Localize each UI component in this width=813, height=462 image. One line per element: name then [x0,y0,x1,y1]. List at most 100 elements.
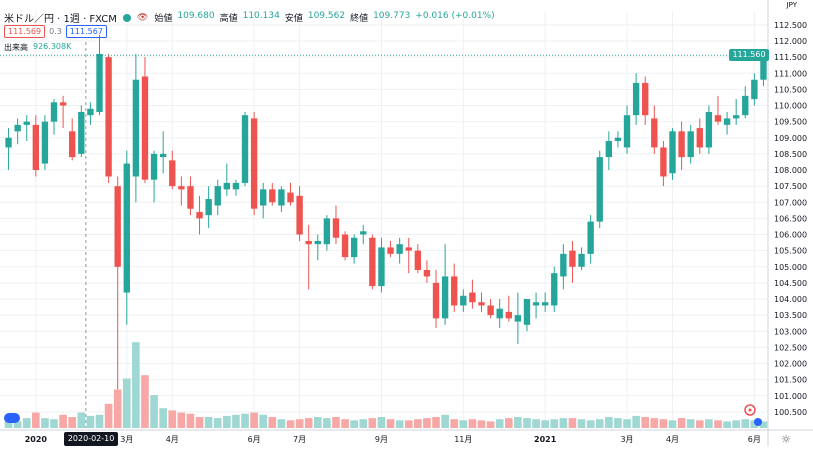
volume-bar [468,419,477,428]
volume-bar [741,419,750,428]
y-tick-label: 112.000 [774,37,807,46]
candle-body [587,221,594,254]
x-tick-label: 6月 [248,435,261,444]
y-tick-label: 110.000 [774,102,807,111]
y-tick-label: 106.000 [774,231,807,240]
last-price-tag: 111.560 [729,49,769,62]
volume-bar [4,419,13,428]
volume-bar [668,420,677,428]
volume-bar [395,420,404,428]
volume-bar [13,421,22,428]
volume-bar [614,418,622,428]
candle-body [714,115,722,122]
candle-body [396,244,403,254]
volume-bar [477,420,486,428]
volume-bar [368,418,377,428]
sell-button[interactable]: 111.569 [4,25,46,38]
candle-body [478,302,485,306]
volume-bar [732,420,740,428]
x-tick-label: 11月 [454,435,472,444]
candle-body [14,124,21,132]
y-tick-label: 101.000 [774,392,807,401]
y-tick-label: 100.500 [774,408,807,417]
volume-bar [568,418,577,428]
volume-bar [659,419,668,428]
change-value: +0.016 (+0.01%) [415,11,495,21]
currency-label: JPY [786,1,797,9]
candle-body [314,240,321,245]
candle-body [341,234,349,258]
volume-bar [632,415,640,428]
candle-body [5,137,12,148]
candle-body [760,55,767,80]
volume-bar [232,414,240,428]
candle-body [287,192,294,203]
dividend-marker-icon [754,418,762,426]
y-tick-label: 106.500 [774,214,807,223]
volume-bar [141,375,149,428]
volume-bar [432,417,440,428]
settings-gear-icon[interactable]: ☼ [781,433,791,446]
chart-header: 米ドル／円 · 1週 · FXCM 👁 始値 109.680 高値 110.134 … [4,10,495,25]
candle-body [169,160,176,187]
open-value: 109.680 [177,11,215,21]
eye-icon[interactable]: 👁 [136,12,149,23]
symbol-title[interactable]: 米ドル／円 · 1週 · FXCM [4,14,117,25]
volume-bar [359,419,368,428]
volume-bar [650,418,659,428]
candle-body [632,82,640,116]
volume-bar [177,412,186,428]
candle-body [751,79,758,100]
volume-bar [86,415,95,428]
close-value: 109.773 [373,11,411,21]
volume-bar [32,412,40,428]
candle-body [560,253,567,277]
y-tick-label: 101.500 [774,376,807,385]
volume-bar [268,417,277,428]
candle-body [414,250,422,270]
volume-bar [159,408,167,428]
candle-body [223,182,231,190]
y-tick-label: 108.500 [774,150,807,159]
open-label: 始値 [154,14,173,24]
y-tick-label: 109.500 [774,118,807,127]
candle-body [369,237,376,287]
volume-bar [495,419,504,428]
candle-body [660,147,667,177]
candle-body [642,82,649,116]
volume-bar [204,417,213,428]
candle-body [696,128,703,148]
volume-bar [377,417,386,428]
volume-bar [304,418,313,428]
candle-body [596,157,603,222]
volume-bar [532,419,540,428]
x-tick-label: 6月 [748,435,761,444]
x-tick-label: 4月 [166,435,179,444]
y-tick-label: 111.000 [774,69,807,78]
volume-bar [186,413,195,428]
y-tick-label: 104.000 [774,295,807,304]
candle-body [678,131,685,158]
candle-body [123,163,130,293]
volume-bar [386,419,395,428]
quote-row: 111.569 0.3 111.567 [4,25,107,38]
alerts-icon[interactable] [4,413,20,423]
candle-body [96,53,103,112]
high-value: 110.134 [242,11,280,21]
candle-body [232,182,240,190]
volume-bar [759,421,768,428]
buy-button[interactable]: 111.567 [65,25,107,38]
y-tick-label: 107.000 [774,198,807,207]
volume-bar [541,420,549,428]
volume-bar [695,420,704,428]
volume-bar [350,420,358,428]
volume-bar [213,418,222,428]
volume-bar [150,395,158,428]
volume-legend: 出来高 926.308K [4,42,71,53]
x-tick-label: 3月 [120,435,133,444]
candle-body [742,95,749,116]
candle-body [723,118,731,125]
candle-body [496,308,503,319]
volume-bar [750,420,759,428]
